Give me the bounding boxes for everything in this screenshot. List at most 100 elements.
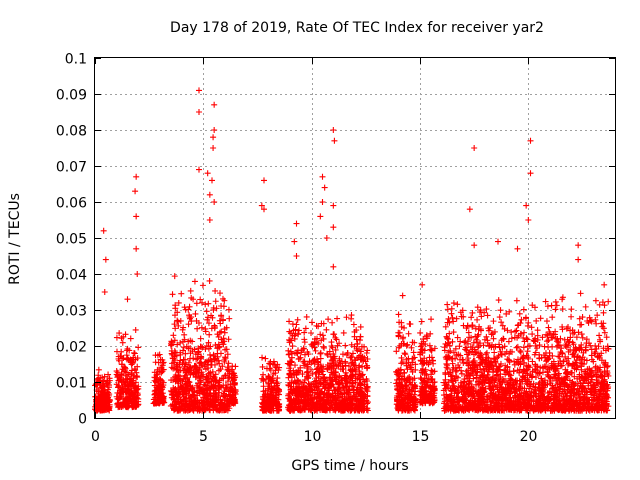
data-point: [401, 350, 408, 357]
data-point: [185, 321, 192, 328]
data-point: [428, 397, 435, 404]
data-point: [354, 340, 361, 347]
data-point: [503, 402, 510, 409]
data-point: [126, 347, 133, 354]
data-point: [421, 368, 428, 375]
data-point: [485, 374, 492, 381]
data-point: [398, 323, 405, 330]
data-point: [579, 334, 586, 341]
data-point: [444, 382, 451, 389]
data-point: [326, 376, 333, 383]
data-point: [293, 253, 300, 259]
data-point: [320, 396, 327, 403]
data-point: [578, 321, 585, 328]
data-point: [544, 354, 551, 361]
data-point: [594, 354, 601, 361]
data-point: [470, 339, 477, 346]
data-point: [305, 374, 312, 381]
data-point: [128, 381, 135, 388]
data-point: [157, 356, 164, 363]
data-point: [558, 362, 565, 369]
data-point: [452, 345, 459, 352]
data-point: [201, 391, 208, 398]
data-point: [420, 377, 427, 384]
data-point: [546, 389, 553, 396]
data-point: [200, 394, 207, 401]
data-point: [232, 388, 239, 395]
data-point: [117, 353, 124, 360]
data-point: [347, 407, 354, 414]
data-point: [217, 383, 224, 390]
data-point: [288, 374, 295, 381]
data-point: [475, 331, 482, 338]
data-point: [222, 397, 229, 404]
data-point: [176, 388, 183, 395]
data-point: [316, 379, 323, 386]
data-point: [172, 349, 179, 356]
data-point: [549, 314, 556, 321]
data-point: [260, 371, 267, 378]
data-point: [363, 376, 370, 383]
data-point: [516, 310, 523, 317]
data-point: [209, 177, 215, 184]
data-point: [567, 334, 574, 341]
data-point: [553, 338, 560, 345]
data-point: [540, 404, 547, 411]
data-point: [555, 370, 562, 377]
data-point: [344, 404, 351, 411]
data-point: [334, 342, 341, 349]
data-point: [217, 290, 224, 297]
data-point: [225, 375, 232, 382]
data-point: [338, 399, 345, 406]
data-point: [555, 398, 562, 405]
data-point: [285, 382, 292, 389]
data-point: [465, 355, 472, 362]
data-point: [273, 396, 280, 403]
data-point: [356, 376, 363, 383]
data-point: [158, 387, 165, 394]
data-point: [364, 364, 371, 371]
data-point: [481, 309, 488, 316]
data-point: [487, 402, 494, 409]
data-point: [588, 403, 595, 410]
data-point: [197, 379, 204, 386]
data-point: [587, 386, 594, 393]
data-point: [311, 344, 318, 351]
data-point: [223, 324, 230, 331]
data-point: [473, 369, 480, 376]
data-point: [312, 347, 319, 354]
data-point: [187, 345, 194, 352]
data-point: [204, 385, 211, 392]
data-point: [349, 380, 356, 387]
data-point: [133, 369, 140, 376]
data-point: [517, 349, 524, 356]
data-point: [582, 346, 589, 353]
data-point: [287, 402, 294, 409]
data-point: [157, 376, 164, 383]
data-point: [211, 374, 218, 381]
data-point: [393, 348, 400, 355]
data-point: [198, 354, 205, 361]
data-point: [395, 387, 402, 394]
data-point: [442, 340, 449, 347]
data-point: [180, 344, 187, 351]
data-point: [449, 338, 456, 345]
data-point: [206, 217, 213, 223]
data-point: [603, 334, 610, 341]
data-point: [481, 336, 488, 343]
data-point: [184, 379, 191, 386]
data-point: [421, 394, 428, 401]
data-point: [520, 354, 527, 361]
data-point: [527, 170, 534, 177]
data-point: [517, 330, 524, 337]
data-point: [474, 378, 481, 385]
data-point: [177, 357, 184, 364]
data-point: [520, 306, 527, 313]
data-point: [311, 395, 318, 402]
data-point: [291, 397, 298, 404]
data-point: [463, 372, 470, 379]
data-point: [227, 384, 234, 391]
data-point: [445, 371, 452, 378]
data-point: [490, 355, 497, 362]
data-point: [202, 301, 209, 308]
